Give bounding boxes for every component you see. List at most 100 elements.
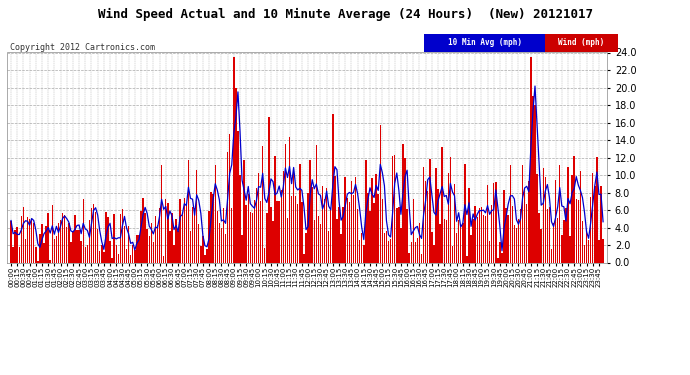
Bar <box>575 200 577 262</box>
Bar <box>515 228 518 262</box>
Bar <box>279 201 280 262</box>
Bar <box>317 216 319 262</box>
Bar <box>97 229 99 262</box>
Bar <box>427 191 428 262</box>
Bar <box>507 215 509 262</box>
Bar <box>105 212 107 262</box>
Bar <box>231 208 233 262</box>
Bar <box>198 224 199 262</box>
Bar <box>295 196 297 262</box>
Bar <box>530 57 531 262</box>
Bar <box>252 213 253 262</box>
Bar <box>415 242 416 262</box>
Bar <box>471 235 472 262</box>
Bar <box>175 219 177 262</box>
Bar <box>60 219 61 262</box>
Bar <box>594 186 595 262</box>
Bar <box>109 241 111 262</box>
Bar <box>233 57 235 262</box>
Bar <box>580 171 581 262</box>
Bar <box>602 239 604 262</box>
Bar <box>555 180 556 262</box>
Bar <box>497 258 499 262</box>
Text: 10 Min Avg (mph): 10 Min Avg (mph) <box>448 38 522 47</box>
Bar <box>283 171 284 262</box>
Bar <box>369 210 371 262</box>
Bar <box>313 220 315 262</box>
Bar <box>390 239 391 262</box>
Bar <box>254 200 255 262</box>
Bar <box>225 234 226 262</box>
Bar <box>144 213 146 262</box>
Bar <box>442 147 443 262</box>
Bar <box>596 157 598 262</box>
Bar <box>600 186 602 262</box>
Bar <box>473 219 474 262</box>
Bar <box>210 192 212 262</box>
Bar <box>215 165 216 262</box>
Bar <box>392 156 393 262</box>
Bar <box>353 195 354 262</box>
Bar <box>382 199 383 262</box>
Bar <box>402 144 404 262</box>
Bar <box>117 254 119 262</box>
Bar <box>56 236 57 262</box>
Bar <box>328 231 329 262</box>
Bar <box>299 164 301 262</box>
Bar <box>466 256 468 262</box>
Bar <box>532 96 533 262</box>
Bar <box>256 188 257 262</box>
Bar <box>549 207 550 262</box>
Bar <box>291 195 293 262</box>
Bar <box>258 172 259 262</box>
Bar <box>396 208 397 262</box>
Bar <box>324 199 325 262</box>
Bar <box>35 248 37 262</box>
Bar <box>148 236 150 262</box>
Bar <box>303 254 305 262</box>
Bar <box>489 242 491 262</box>
Bar <box>77 230 78 262</box>
Bar <box>161 165 162 262</box>
Bar <box>398 207 400 262</box>
Bar <box>319 224 321 262</box>
Bar <box>297 204 299 262</box>
Bar <box>70 242 72 262</box>
Bar <box>559 165 560 262</box>
Bar <box>429 159 431 262</box>
Bar <box>380 125 381 262</box>
Bar <box>25 239 26 262</box>
Bar <box>181 214 183 262</box>
Bar <box>344 177 346 262</box>
Bar <box>101 245 103 262</box>
Bar <box>72 231 74 262</box>
Bar <box>260 201 262 262</box>
Bar <box>375 174 377 262</box>
Bar <box>351 181 352 262</box>
Bar <box>132 246 133 262</box>
Bar <box>293 170 295 262</box>
Bar <box>246 206 247 262</box>
Bar <box>569 236 571 262</box>
Bar <box>363 245 364 262</box>
Bar <box>342 207 344 262</box>
Bar <box>126 249 127 262</box>
Bar <box>524 190 525 262</box>
Bar <box>103 252 105 262</box>
Bar <box>513 225 515 262</box>
Bar <box>27 217 28 262</box>
Bar <box>408 253 410 262</box>
Bar <box>121 209 123 262</box>
Bar <box>50 260 51 262</box>
Bar <box>68 223 70 262</box>
Bar <box>446 220 447 262</box>
Bar <box>406 209 408 262</box>
Bar <box>440 224 441 262</box>
Bar <box>454 184 455 262</box>
Bar <box>359 240 360 262</box>
Bar <box>444 219 445 262</box>
Bar <box>223 208 224 262</box>
Bar <box>237 131 239 262</box>
Bar <box>93 204 95 262</box>
Bar <box>540 228 542 262</box>
